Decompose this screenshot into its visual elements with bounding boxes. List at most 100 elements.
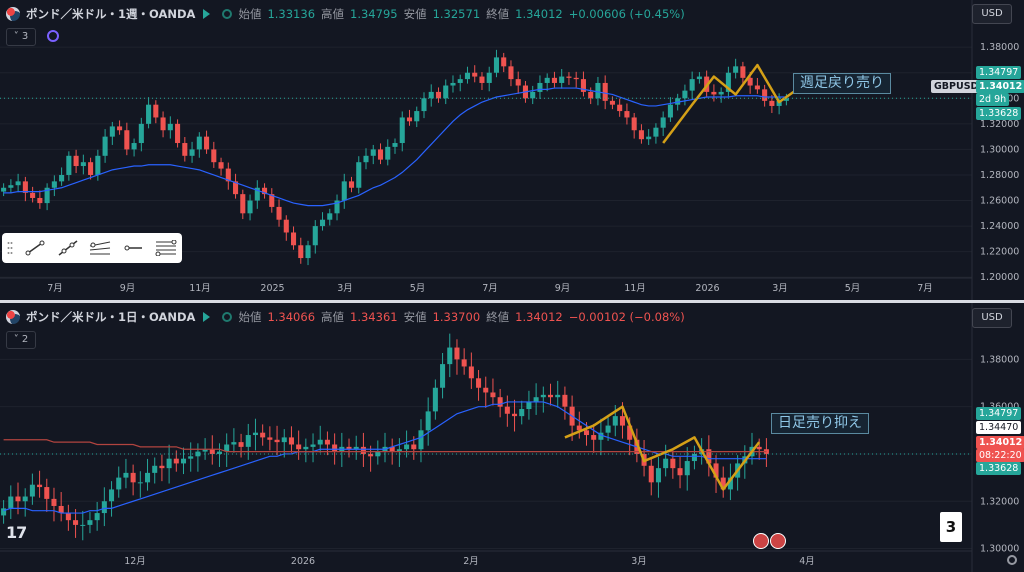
candle-body bbox=[94, 513, 100, 521]
candle-body bbox=[670, 458, 676, 469]
candle-body bbox=[216, 451, 223, 454]
candle-body bbox=[725, 72, 731, 92]
candle-body bbox=[247, 200, 253, 214]
horizontal-ray-tool[interactable] bbox=[122, 239, 144, 257]
page-number-badge: 3 bbox=[940, 512, 962, 542]
candle-body bbox=[573, 77, 579, 80]
indicator-loading-icon bbox=[47, 30, 59, 42]
candle-body bbox=[435, 91, 442, 99]
x-tick-label: 3月 bbox=[337, 283, 353, 294]
candle-body bbox=[663, 458, 669, 469]
candle-body bbox=[624, 111, 630, 118]
uk-event-icon[interactable] bbox=[770, 533, 786, 549]
candle-body bbox=[762, 89, 768, 101]
settings-gear-icon[interactable] bbox=[1007, 555, 1017, 565]
indicator-collapse-button[interactable]: ˅ 3 bbox=[6, 28, 36, 46]
candle-body bbox=[353, 446, 359, 450]
candle-body bbox=[368, 453, 374, 457]
daily-chart-canvas[interactable]: 1.380001.360001.340001.320001.3000012月20… bbox=[0, 303, 1024, 572]
candle-body bbox=[123, 472, 129, 478]
candle-body bbox=[627, 425, 633, 440]
candle-body bbox=[231, 442, 237, 445]
daily-annotation[interactable]: 日足売り抑え bbox=[771, 413, 869, 434]
candle-body bbox=[283, 219, 289, 233]
x-tick-label: 12月 bbox=[124, 556, 146, 567]
change-value: +0.00606 (+0.45%) bbox=[568, 7, 685, 21]
pane-separator[interactable] bbox=[0, 300, 1024, 303]
fib-retracement-tool[interactable] bbox=[155, 239, 177, 257]
x-tick-label: 2月 bbox=[463, 556, 479, 567]
candle-body bbox=[290, 232, 297, 246]
y-tick-label: 1.26000 bbox=[980, 196, 1019, 207]
candle-body bbox=[80, 524, 86, 526]
candle-body bbox=[682, 90, 688, 99]
weekly-low-tag: 1.33628 bbox=[976, 107, 1022, 120]
candle-body bbox=[461, 359, 467, 367]
weekly-close-tag: 1.34012 bbox=[976, 80, 1024, 93]
candle-body bbox=[609, 100, 615, 105]
parallel-channel-icon bbox=[90, 241, 111, 255]
close-label: 終値 bbox=[486, 310, 510, 324]
candle-body bbox=[267, 437, 273, 440]
currency-selector[interactable]: USD bbox=[972, 4, 1012, 24]
candle-body bbox=[233, 181, 239, 195]
candle-body bbox=[159, 465, 165, 469]
zigzag-drawing[interactable] bbox=[662, 63, 795, 144]
candle-body bbox=[497, 397, 503, 407]
open-value: 1.33136 bbox=[267, 7, 316, 21]
parallel-channel-tool[interactable] bbox=[89, 239, 111, 257]
candle-body bbox=[396, 449, 402, 452]
daily-symbol-title[interactable]: ポンド／米ドル・1日・OANDA bbox=[26, 310, 196, 324]
daily-chart-pane[interactable]: 1.380001.360001.340001.320001.3000012月20… bbox=[0, 303, 1024, 572]
candle-body bbox=[188, 456, 194, 459]
candle-body bbox=[677, 468, 683, 476]
candle-body bbox=[109, 126, 115, 137]
candle-body bbox=[783, 98, 789, 101]
x-tick-label: 2026 bbox=[695, 283, 719, 294]
candle-body bbox=[631, 117, 637, 131]
candle-body bbox=[598, 432, 604, 440]
tradingview-logo[interactable]: 17 bbox=[6, 523, 27, 542]
extended-line-tool[interactable] bbox=[57, 239, 79, 257]
drawing-toolbar bbox=[2, 233, 182, 263]
indicator-collapse-button[interactable]: ˅ 2 bbox=[6, 331, 36, 349]
moving-average-line bbox=[3, 87, 787, 207]
candle-body bbox=[363, 155, 369, 163]
currency-selector[interactable]: USD bbox=[972, 308, 1012, 328]
x-tick-label: 9月 bbox=[120, 283, 136, 294]
weekly-symbol-title[interactable]: ポンド／米ドル・1週・OANDA bbox=[26, 7, 196, 21]
candle-body bbox=[646, 136, 652, 140]
uk-event-icon[interactable] bbox=[753, 533, 769, 549]
candle-body bbox=[109, 489, 115, 502]
candle-body bbox=[44, 187, 50, 204]
trend-line-tool[interactable] bbox=[24, 239, 46, 257]
x-tick-label: 7月 bbox=[47, 283, 63, 294]
weekly-chart-pane[interactable]: 1.380001.360001.340001.320001.300001.280… bbox=[0, 0, 1024, 300]
x-tick-label: 5月 bbox=[845, 283, 861, 294]
candle-body bbox=[80, 162, 86, 167]
candle-body bbox=[754, 85, 760, 90]
gbp-usd-flag-icon bbox=[6, 310, 20, 324]
candle-body bbox=[124, 130, 130, 150]
candle-body bbox=[260, 432, 266, 438]
candle-body bbox=[476, 378, 482, 388]
y-tick-label: 1.32000 bbox=[980, 496, 1019, 507]
weekly-chart-canvas[interactable]: 1.380001.360001.340001.320001.300001.280… bbox=[0, 0, 1024, 300]
candle-body bbox=[319, 219, 326, 227]
candle-body bbox=[562, 394, 568, 407]
weekly-annotation[interactable]: 週足戻り売り bbox=[793, 73, 891, 94]
candle-body bbox=[504, 406, 510, 414]
x-tick-label: 11月 bbox=[624, 283, 646, 294]
candle-body bbox=[346, 446, 352, 450]
drag-handle-icon[interactable] bbox=[7, 240, 13, 256]
candle-body bbox=[425, 411, 431, 431]
low-label: 安値 bbox=[403, 310, 427, 324]
candle-body bbox=[66, 155, 72, 175]
candle-body bbox=[30, 192, 36, 198]
candle-body bbox=[653, 127, 659, 137]
high-value: 1.34795 bbox=[350, 7, 398, 21]
candle-body bbox=[117, 126, 123, 131]
gbp-usd-flag-icon bbox=[6, 7, 20, 21]
candle-body bbox=[450, 82, 456, 86]
zigzag-drawing[interactable] bbox=[564, 405, 761, 491]
